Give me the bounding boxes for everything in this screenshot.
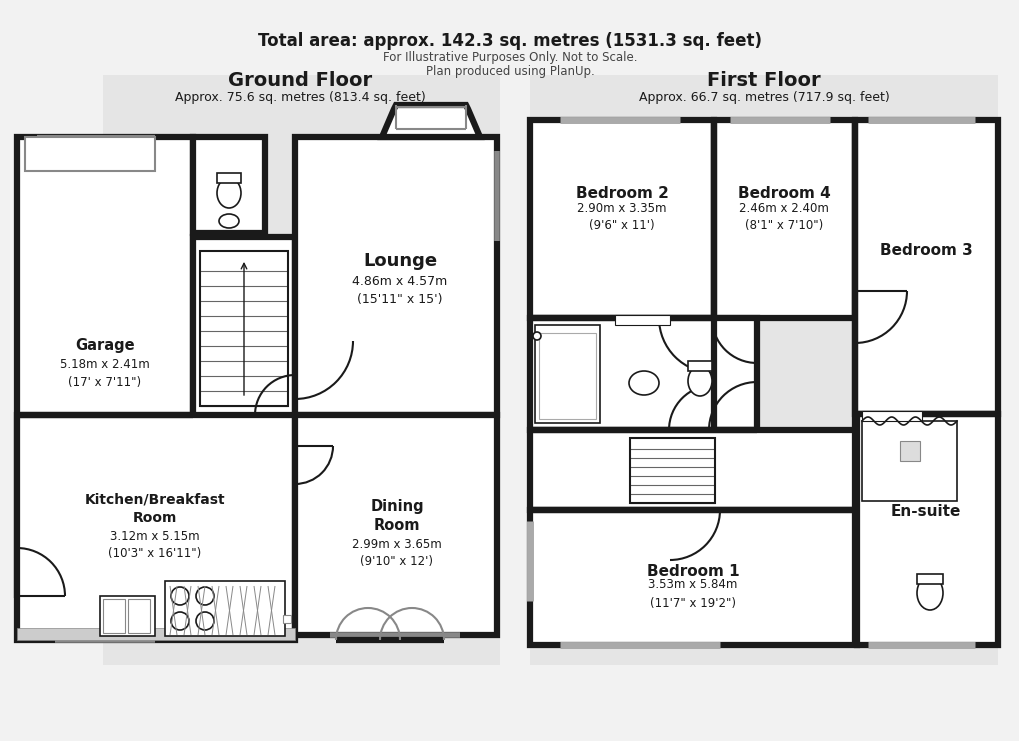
Ellipse shape: [219, 214, 238, 228]
Text: Approx. 75.6 sq. metres (813.4 sq. feet): Approx. 75.6 sq. metres (813.4 sq. feet): [174, 91, 425, 104]
Bar: [100, 596, 155, 636]
Bar: [103, 599, 125, 633]
Ellipse shape: [688, 366, 711, 396]
Bar: [861, 411, 921, 421]
Bar: [916, 574, 943, 584]
Text: 5.18m x 2.41m
(17' x 7'11"): 5.18m x 2.41m (17' x 7'11"): [60, 359, 150, 390]
Ellipse shape: [629, 371, 658, 395]
Text: Bedroom 4: Bedroom 4: [737, 185, 829, 201]
Bar: [282, 615, 290, 623]
Text: 3.53m x 5.84m
(11'7" x 19'2"): 3.53m x 5.84m (11'7" x 19'2"): [648, 579, 737, 610]
Bar: [193, 137, 265, 233]
Bar: [856, 414, 997, 645]
Text: 2.90m x 3.35m
(9'6" x 11'): 2.90m x 3.35m (9'6" x 11'): [577, 202, 666, 233]
Text: Bedroom 3: Bedroom 3: [878, 244, 971, 259]
Bar: [861, 421, 956, 501]
Bar: [899, 441, 919, 461]
Text: 3.12m x 5.15m
(10'3" x 16'11"): 3.12m x 5.15m (10'3" x 16'11"): [108, 530, 202, 560]
Bar: [530, 75, 997, 665]
Text: 2.99m x 3.65m
(9'10" x 12'): 2.99m x 3.65m (9'10" x 12'): [352, 537, 441, 568]
Bar: [17, 628, 294, 640]
Circle shape: [171, 612, 189, 630]
Text: 4.86m x 4.57m
(15'11" x 15'): 4.86m x 4.57m (15'11" x 15'): [352, 276, 447, 307]
Text: Dining
Room: Dining Room: [370, 499, 424, 534]
Bar: [630, 438, 714, 503]
Bar: [854, 120, 997, 414]
Bar: [294, 415, 496, 635]
Text: First Floor: First Floor: [706, 71, 820, 90]
Bar: [530, 318, 756, 430]
Ellipse shape: [217, 178, 240, 208]
Text: Approx. 66.7 sq. metres (717.9 sq. feet): Approx. 66.7 sq. metres (717.9 sq. feet): [638, 91, 889, 104]
Text: Lounge: Lounge: [363, 252, 436, 270]
Bar: [193, 237, 294, 420]
Bar: [17, 137, 193, 595]
Bar: [530, 430, 856, 510]
Text: Plan produced using PlanUp.: Plan produced using PlanUp.: [425, 65, 594, 79]
Bar: [103, 75, 499, 665]
Ellipse shape: [916, 576, 943, 610]
Circle shape: [196, 612, 214, 630]
Bar: [535, 325, 599, 423]
Text: Garage: Garage: [75, 339, 135, 353]
Bar: [688, 361, 711, 371]
Bar: [200, 251, 287, 406]
Bar: [614, 315, 669, 325]
Bar: [165, 581, 284, 636]
Circle shape: [533, 332, 540, 340]
Bar: [127, 599, 150, 633]
Text: Total area: approx. 142.3 sq. metres (1531.3 sq. feet): Total area: approx. 142.3 sq. metres (15…: [258, 32, 761, 50]
Text: En-suite: En-suite: [890, 503, 960, 519]
Circle shape: [171, 587, 189, 605]
Bar: [17, 415, 294, 640]
Polygon shape: [382, 105, 480, 137]
Text: Bedroom 2: Bedroom 2: [575, 185, 667, 201]
Bar: [294, 137, 496, 415]
Bar: [217, 173, 240, 183]
Bar: [713, 120, 854, 318]
Bar: [530, 510, 856, 645]
Bar: [25, 137, 155, 171]
Bar: [530, 120, 713, 318]
Text: Kitchen/Breakfast
Room: Kitchen/Breakfast Room: [85, 493, 225, 525]
Circle shape: [196, 587, 214, 605]
Bar: [538, 333, 595, 419]
Text: For Illustrative Purposes Only. Not to Scale.: For Illustrative Purposes Only. Not to S…: [382, 52, 637, 64]
Text: Ground Floor: Ground Floor: [227, 71, 372, 90]
Text: 2.46m x 2.40m
(8'1" x 7'10"): 2.46m x 2.40m (8'1" x 7'10"): [739, 202, 828, 233]
Text: Bedroom 1: Bedroom 1: [646, 563, 739, 579]
